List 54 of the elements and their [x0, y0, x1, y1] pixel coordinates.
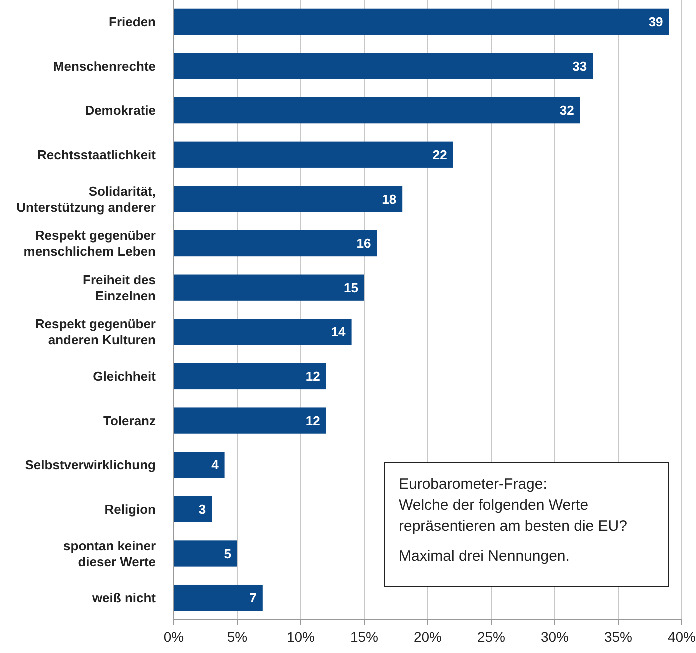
y-tick-label: Respekt gegenüber menschlichem Leben — [24, 228, 156, 260]
x-tick-label: 40% — [668, 629, 696, 645]
bar — [174, 496, 212, 522]
bar — [174, 186, 403, 212]
data-label: 32 — [560, 103, 574, 118]
bar — [174, 584, 263, 612]
data-label: 12 — [306, 413, 320, 428]
y-tick-label: Solidarität, Unterstützung anderer — [16, 184, 156, 215]
data-label: 7 — [250, 590, 257, 606]
bar — [174, 53, 594, 80]
y-tick-label: spontan keiner dieser Werte — [64, 538, 156, 570]
y-tick-label: Selbstverwirklichung — [25, 458, 156, 473]
data-label: 5 — [224, 546, 232, 562]
data-label: 16 — [356, 236, 372, 252]
bar — [174, 142, 454, 168]
bar — [174, 98, 580, 124]
y-tick-label: Respekt gegenüber anderen Kulturen — [35, 316, 156, 348]
y-tick-label: Frieden — [109, 14, 156, 30]
data-label: 39 — [648, 14, 664, 30]
x-tick-label: 25% — [477, 629, 506, 645]
y-tick-label: Freiheit des Einzelnen — [83, 272, 156, 304]
bar — [174, 363, 326, 390]
y-tick-label: Rechtsstaatlichkeit — [38, 147, 157, 162]
data-label: 33 — [572, 58, 588, 74]
data-label: 4 — [212, 458, 220, 473]
x-tick-label: 30% — [540, 629, 570, 645]
y-tick-label: weiß nicht — [91, 590, 157, 606]
x-tick-label: 35% — [604, 629, 633, 645]
x-tick-label: 20% — [414, 629, 442, 645]
x-tick-label: 10% — [286, 629, 316, 645]
y-tick-label: Demokratie — [85, 103, 156, 118]
bar — [174, 408, 326, 434]
annotation: Maximal drei Nennungen. — [399, 548, 570, 565]
bar — [174, 274, 364, 301]
x-tick-label: 15% — [350, 629, 379, 645]
bar — [174, 319, 352, 346]
x-tick-label: 0% — [164, 629, 184, 645]
bar — [174, 452, 225, 478]
bar — [174, 8, 670, 36]
bar — [174, 230, 378, 257]
y-tick-label: Gleichheit — [93, 369, 157, 384]
y-tick-label: Religion — [104, 502, 156, 517]
y-tick-label: Toleranz — [104, 413, 156, 428]
annotation: Eurobarometer-Frage: Welche der folgenden Werte repräsentieren am besten die EU? — [399, 476, 628, 535]
bar — [174, 540, 238, 567]
data-label: 15 — [344, 280, 358, 296]
data-label: 14 — [331, 324, 347, 340]
data-label: 3 — [198, 502, 206, 517]
text-box: Eurobarometer-Frage: Welche der folgenden Werte repräsentieren am besten die EU? Maximal drei Nennungen. — [384, 462, 670, 588]
data-label: 18 — [382, 192, 397, 207]
data-label: 12 — [306, 369, 320, 384]
y-tick-label: Menschenrechte — [53, 58, 156, 74]
x-tick-label: 5% — [227, 629, 248, 645]
data-label: 22 — [432, 147, 448, 162]
